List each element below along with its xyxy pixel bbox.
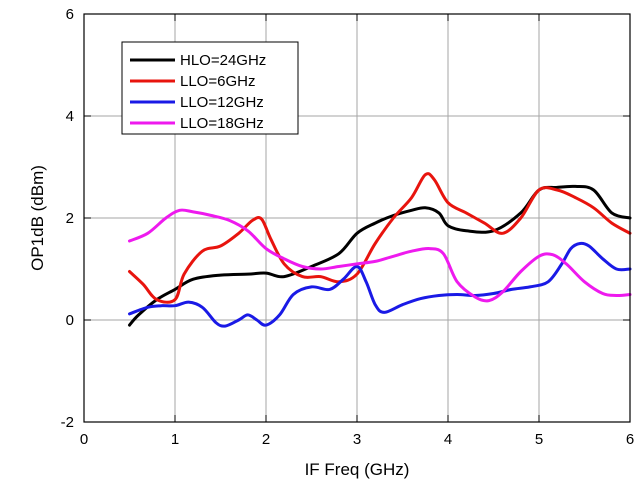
y-tick-label: 4 [66,108,74,125]
legend-label-1: HLO=24GHz [180,52,266,69]
y-tick-label: -2 [61,414,74,431]
x-tick-label: 0 [80,431,88,448]
series-line-4 [128,208,632,303]
legend-box [121,41,299,135]
ticks [83,13,631,423]
series-line-3 [128,241,632,328]
y-axis-title: OP1dB (dBm) [28,165,47,271]
legend-label-2: LLO=6GHz [180,73,255,90]
y-tick-label: 6 [66,6,74,23]
legend-label-4: LLO=18GHz [180,115,264,132]
x-tick-label: 4 [444,431,452,448]
x-axis-title: IF Freq (GHz) [305,460,410,479]
y-tick-label: 2 [66,210,74,227]
legend-label-3: LLO=12GHz [180,94,264,111]
series-line-2 [128,172,632,304]
tick-labels: 0 1 2 3 4 5 6 -2 0 2 4 6 [61,6,635,448]
y-tick-label: 0 [66,312,74,329]
x-tick-label: 6 [626,431,634,448]
series-layer [128,172,632,328]
x-tick-label: 1 [171,431,179,448]
x-tick-label: 3 [353,431,361,448]
x-tick-label: 5 [535,431,543,448]
x-tick-label: 2 [262,431,270,448]
legend: HLO=24GHz LLO=6GHz LLO=12GHz LLO=18GHz [121,41,299,135]
